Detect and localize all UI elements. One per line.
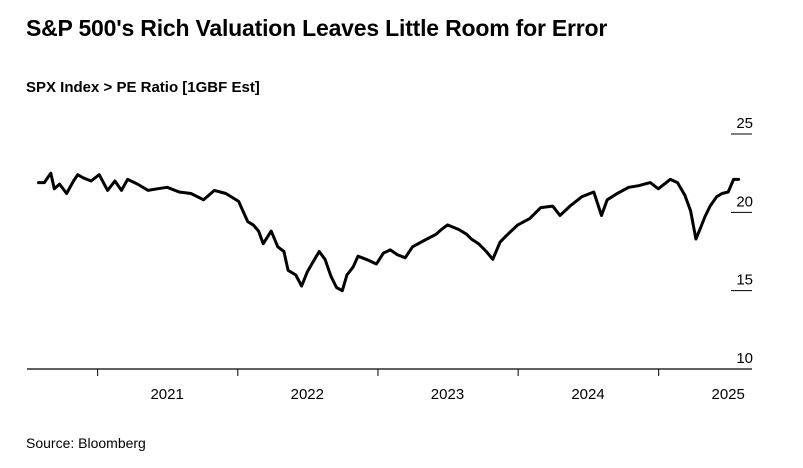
- source-note: Source: Bloomberg: [26, 435, 146, 451]
- plot-area: [37, 171, 741, 293]
- x-tick-label: 2023: [431, 386, 464, 403]
- chart-subtitle: SPX Index > PE Ratio [1GBF Est]: [26, 79, 260, 96]
- x-tick-label: 2024: [571, 386, 604, 403]
- chart-title: S&P 500's Rich Valuation Leaves Little R…: [26, 15, 608, 41]
- y-tick-label: 25: [736, 115, 753, 132]
- x-tick-label: 2022: [291, 386, 324, 403]
- y-tick-label: 15: [736, 272, 753, 289]
- y-axis: 10 15 20 25: [731, 115, 753, 367]
- x-axis: 2021 2022 2023 2024 2025: [27, 368, 752, 403]
- x-tick-label: 2025: [712, 386, 745, 403]
- y-tick-label: 20: [736, 193, 753, 210]
- y-tick-label: 10: [736, 350, 753, 367]
- x-tick-label: 2021: [150, 386, 183, 403]
- series-line-pe-ratio: [37, 171, 741, 293]
